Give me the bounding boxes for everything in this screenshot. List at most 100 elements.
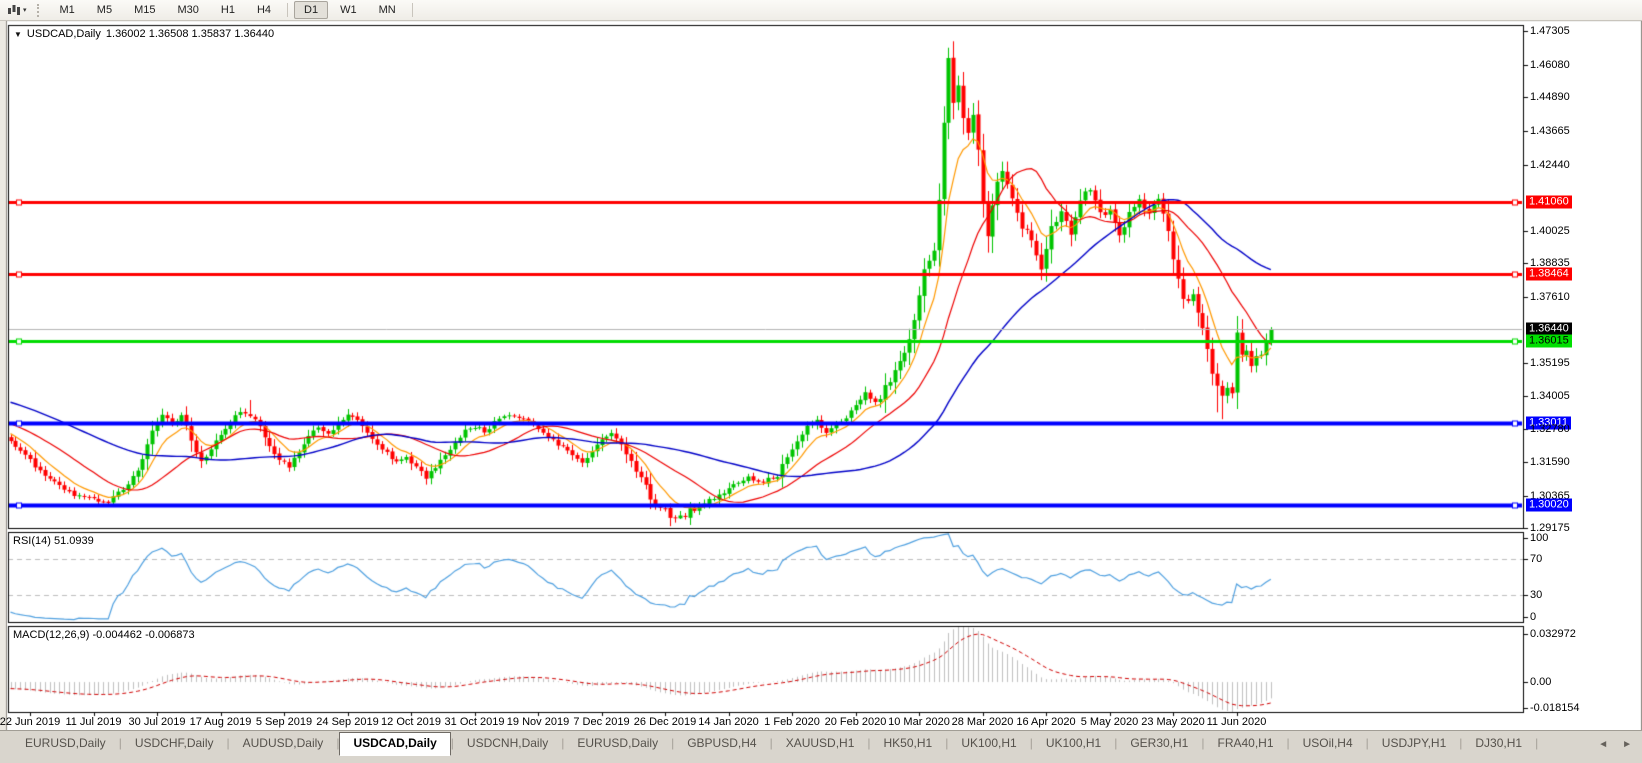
price-level-label: 1.38464 bbox=[1526, 267, 1572, 280]
timeframe-button-w1[interactable]: W1 bbox=[340, 4, 357, 16]
tab-separator: | bbox=[561, 736, 565, 750]
date-tick-label: 20 Feb 2020 bbox=[824, 716, 887, 728]
rsi-tick-label: 70 bbox=[1530, 553, 1543, 565]
date-tick-label: 26 Dec 2019 bbox=[633, 716, 697, 728]
tab-scroll-arrows: ◄ ► bbox=[1598, 739, 1632, 750]
toolbar-separator bbox=[287, 3, 289, 17]
date-tick-label: 7 Dec 2019 bbox=[573, 716, 630, 728]
chevron-down-icon: ▾ bbox=[23, 7, 27, 14]
date-tick-label: 5 Sep 2019 bbox=[255, 716, 313, 728]
tab-separator: | bbox=[1201, 736, 1205, 750]
tab-separator: | bbox=[1114, 736, 1118, 750]
chart-tab-usdcnh-daily[interactable]: USDCNH,Daily bbox=[466, 736, 549, 750]
price-tick-label: 1.42440 bbox=[1530, 158, 1570, 171]
price-tick-label: 1.35195 bbox=[1530, 357, 1570, 370]
timeframe-toolbar: ▾ M1 M5 M15 M30 H1 H4 D1 W1 MN bbox=[0, 0, 1642, 21]
chart-ohlc-values: 1.36002 1.36508 1.35837 1.36440 bbox=[105, 28, 275, 40]
date-tick-label: 22 Jun 2019 bbox=[0, 716, 61, 728]
chart-tab-usdchf-daily[interactable]: USDCHF,Daily bbox=[134, 736, 214, 750]
chart-tab-usoil-h4[interactable]: USOil,H4 bbox=[1302, 736, 1353, 750]
date-tick-label: 28 Mar 2020 bbox=[951, 716, 1014, 728]
tab-separator: | bbox=[769, 736, 773, 750]
chart-tab-eurusd-daily[interactable]: EURUSD,Daily bbox=[577, 736, 659, 750]
chart-tab-usdjpy-h1[interactable]: USDJPY,H1 bbox=[1381, 736, 1447, 750]
price-level-label: 1.30020 bbox=[1526, 498, 1572, 512]
tab-separator: | bbox=[1459, 736, 1463, 750]
price-tick-label: 1.40025 bbox=[1530, 224, 1570, 237]
date-tick-label: 30 Jul 2019 bbox=[128, 716, 186, 728]
tab-separator: | bbox=[336, 736, 340, 750]
timeframe-button-h4[interactable]: H4 bbox=[256, 4, 272, 16]
timeframe-button-m30[interactable]: M30 bbox=[177, 4, 199, 16]
price-tick-label: 1.43665 bbox=[1530, 124, 1570, 137]
date-tick-label: 31 Oct 2019 bbox=[444, 716, 505, 728]
rsi-tick-label: 30 bbox=[1530, 589, 1543, 601]
chart-tab-audusd-daily[interactable]: AUDUSD,Daily bbox=[242, 736, 324, 750]
date-tick-label: 19 Nov 2019 bbox=[506, 716, 570, 728]
rsi-tick-label: 0 bbox=[1530, 611, 1537, 623]
price-tick-label: 1.44890 bbox=[1530, 91, 1570, 104]
price-tick-label: 1.37610 bbox=[1530, 290, 1570, 303]
date-tick-label: 1 Feb 2020 bbox=[764, 716, 820, 728]
timeframe-button-m1[interactable]: M1 bbox=[59, 4, 75, 16]
chart-title: ▼ USDCAD,Daily 1.36002 1.36508 1.35837 1… bbox=[14, 28, 274, 40]
timeframe-button-h1[interactable]: H1 bbox=[220, 4, 235, 16]
price-level-label: 1.36015 bbox=[1526, 334, 1572, 348]
price-tick-label: 1.47305 bbox=[1530, 25, 1570, 38]
tab-separator: | bbox=[1029, 736, 1033, 750]
macd-tick-label: -0.018154 bbox=[1530, 702, 1580, 714]
candlestick-glyph bbox=[8, 5, 20, 15]
tab-separator: | bbox=[1286, 736, 1290, 750]
chart-tab-xauusd-h1[interactable]: XAUUSD,H1 bbox=[785, 736, 855, 750]
macd-tick-label: 0.00 bbox=[1530, 676, 1552, 689]
chart-windows-icon[interactable]: ▾ bbox=[3, 3, 31, 17]
tab-separator: | bbox=[1535, 736, 1539, 750]
chart-tab-uk100-h1[interactable]: UK100,H1 bbox=[961, 736, 1017, 750]
date-tick-label: 11 Jun 2020 bbox=[1206, 716, 1267, 728]
date-tick-label: 24 Sep 2019 bbox=[316, 716, 379, 728]
date-tick-label: 12 Oct 2019 bbox=[381, 716, 441, 728]
tab-scroll-right-icon[interactable]: ► bbox=[1622, 739, 1632, 750]
tab-separator: | bbox=[671, 736, 675, 750]
timeframe-buttons: M1 M5 M15 M30 H1 H4 D1 W1 MN bbox=[49, 1, 418, 19]
tab-separator: | bbox=[867, 736, 871, 750]
toolbar-separator bbox=[411, 3, 413, 17]
toolbar-grip[interactable] bbox=[36, 3, 42, 17]
tab-separator: | bbox=[118, 736, 122, 750]
price-level-label: 1.36440 bbox=[1526, 322, 1572, 336]
chart-tab-ger30-h1[interactable]: GER30,H1 bbox=[1130, 736, 1189, 750]
price-tick-label: 1.29175 bbox=[1530, 522, 1570, 535]
rsi-label: RSI(14) 51.0939 bbox=[13, 535, 94, 547]
chart-tab-eurusd-daily[interactable]: EURUSD,Daily bbox=[25, 736, 106, 750]
tab-separator: | bbox=[226, 736, 230, 750]
date-tick-label: 23 May 2020 bbox=[1141, 716, 1205, 728]
tab-separator: | bbox=[945, 736, 949, 750]
tab-scroll-left-icon[interactable]: ◄ bbox=[1598, 739, 1609, 750]
date-tick-label: 5 May 2020 bbox=[1080, 716, 1139, 728]
timeframe-button-mn[interactable]: MN bbox=[378, 4, 396, 16]
timeframe-button-m5[interactable]: M5 bbox=[96, 4, 113, 16]
bottom-tabs: EURUSD,Daily | USDCHF,Daily | AUDUSD,Daily | U… bbox=[12, 731, 1538, 756]
timeframe-button-d1[interactable]: D1 bbox=[294, 1, 329, 19]
price-tick-label: 1.46080 bbox=[1530, 58, 1570, 71]
date-tick-label: 14 Jan 2020 bbox=[698, 716, 759, 728]
chart-tab-hk50-h1[interactable]: HK50,H1 bbox=[883, 736, 933, 750]
chart-tab-uk100-h1[interactable]: UK100,H1 bbox=[1045, 736, 1102, 750]
rsi-tick-label: 100 bbox=[1530, 532, 1549, 544]
chart-menu-icon[interactable]: ▼ bbox=[14, 29, 22, 39]
timeframe-button-m15[interactable]: M15 bbox=[134, 4, 156, 16]
chart-tab-bar: EURUSD,Daily | USDCHF,Daily | AUDUSD,Daily | U… bbox=[0, 730, 1642, 763]
price-level-label: 1.41060 bbox=[1526, 195, 1572, 209]
chart-tab-usdcad-daily[interactable]: USDCAD,Daily bbox=[339, 732, 451, 756]
macd-label: MACD(12,26,9) -0.004462 -0.006873 bbox=[13, 629, 195, 641]
date-tick-label: 16 Apr 2020 bbox=[1016, 716, 1076, 728]
price-tick-label: 1.34005 bbox=[1530, 389, 1570, 402]
chart-tab-fra40-h1[interactable]: FRA40,H1 bbox=[1217, 736, 1274, 750]
chart-tab-gbpusd-h4[interactable]: GBPUSD,H4 bbox=[687, 736, 757, 750]
macd-tick-label: 0.032972 bbox=[1530, 628, 1576, 640]
price-level-label: 1.33011 bbox=[1526, 416, 1571, 430]
date-tick-label: 11 Jul 2019 bbox=[65, 716, 122, 728]
chart-tab-dj30-h1[interactable]: DJ30,H1 bbox=[1475, 736, 1523, 750]
